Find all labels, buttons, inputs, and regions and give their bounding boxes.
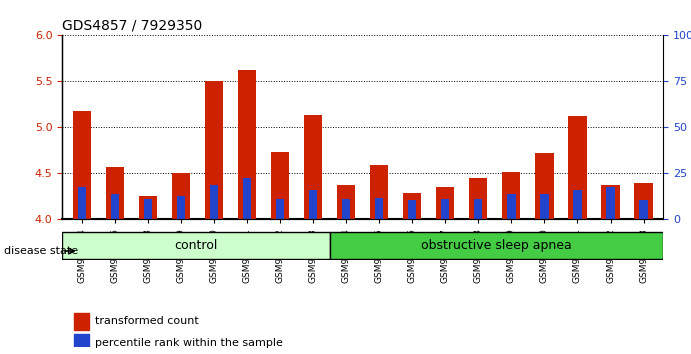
Text: transformed count: transformed count — [95, 316, 199, 326]
Bar — [74, 313, 89, 330]
Bar — [601, 185, 620, 219]
Bar — [370, 165, 388, 219]
Bar — [73, 111, 91, 219]
Bar — [507, 194, 515, 219]
Text: obstructive sleep apnea: obstructive sleep apnea — [422, 239, 572, 252]
Bar — [474, 199, 482, 219]
Bar — [375, 198, 384, 219]
Bar — [172, 173, 190, 219]
Bar — [243, 178, 252, 219]
Bar — [540, 194, 549, 219]
Bar — [634, 183, 652, 219]
FancyBboxPatch shape — [330, 232, 663, 259]
Text: disease state: disease state — [4, 246, 78, 256]
Bar — [536, 153, 553, 219]
Bar — [271, 152, 290, 219]
Bar — [408, 200, 417, 219]
Text: control: control — [174, 239, 218, 252]
Text: GDS4857 / 7929350: GDS4857 / 7929350 — [62, 19, 202, 33]
Bar — [436, 187, 455, 219]
Bar — [238, 70, 256, 219]
Bar — [574, 190, 582, 219]
Bar — [502, 172, 520, 219]
Bar — [607, 187, 614, 219]
Bar — [309, 190, 317, 219]
Bar — [469, 178, 487, 219]
FancyBboxPatch shape — [62, 232, 330, 259]
Bar — [78, 187, 86, 219]
Bar — [639, 200, 647, 219]
Bar — [139, 196, 157, 219]
Bar — [144, 199, 152, 219]
Bar — [74, 334, 89, 351]
Bar — [210, 184, 218, 219]
Bar — [342, 199, 350, 219]
Bar — [337, 185, 355, 219]
Bar — [111, 194, 119, 219]
Bar — [304, 115, 322, 219]
Bar — [442, 199, 449, 219]
Bar — [276, 199, 284, 219]
Bar — [569, 116, 587, 219]
Bar — [106, 167, 124, 219]
Text: percentile rank within the sample: percentile rank within the sample — [95, 338, 283, 348]
Bar — [205, 81, 223, 219]
Bar — [177, 196, 185, 219]
Bar — [404, 193, 422, 219]
